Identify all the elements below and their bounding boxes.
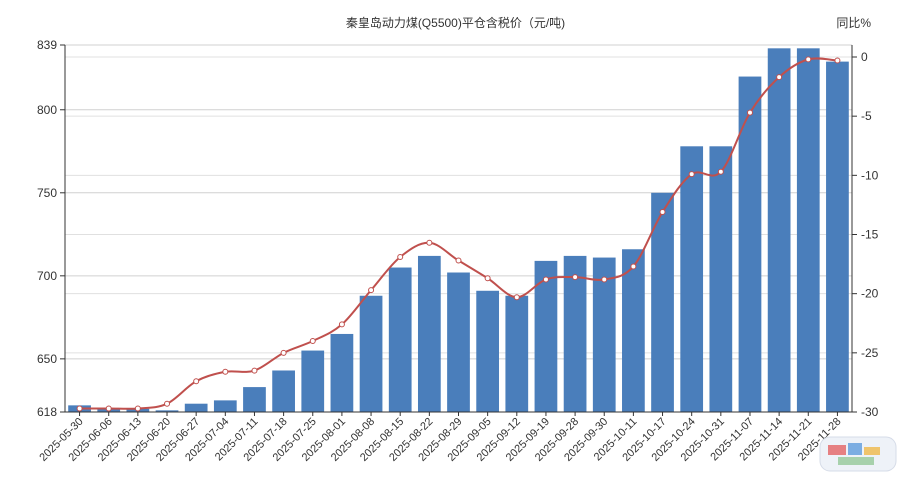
yoy-point bbox=[717, 168, 724, 175]
y-tick-label: 618 bbox=[37, 405, 57, 419]
bar bbox=[680, 146, 704, 412]
bar bbox=[563, 255, 587, 412]
y2-tick-label: -30 bbox=[861, 405, 879, 419]
bar bbox=[301, 350, 325, 412]
bar bbox=[447, 272, 470, 412]
y-tick-label: 650 bbox=[37, 352, 57, 366]
yoy-point bbox=[776, 74, 783, 81]
y-tick-label: 750 bbox=[37, 186, 57, 200]
bar bbox=[417, 255, 441, 412]
yoy-point bbox=[572, 274, 579, 281]
bar bbox=[359, 295, 383, 412]
bar bbox=[592, 257, 616, 412]
yoy-point bbox=[805, 56, 812, 63]
y2-tick-label: 0 bbox=[861, 50, 868, 64]
yoy-point bbox=[426, 239, 433, 246]
y-tick-label: 839 bbox=[37, 38, 57, 52]
yoy-point bbox=[76, 405, 83, 412]
yoy-point bbox=[280, 349, 287, 356]
bar bbox=[709, 146, 733, 412]
watermark-logo-icon bbox=[819, 436, 897, 472]
yoy-point bbox=[164, 400, 171, 407]
bar bbox=[622, 249, 645, 412]
y2-tick-label: -5 bbox=[861, 109, 872, 123]
yoy-point bbox=[834, 57, 841, 64]
y2-tick-label: -25 bbox=[861, 346, 879, 360]
yoy-point bbox=[746, 109, 753, 116]
yoy-point bbox=[193, 378, 200, 385]
yoy-point bbox=[105, 405, 112, 412]
yoy-point bbox=[338, 321, 345, 328]
yoy-point bbox=[455, 257, 462, 264]
yoy-point bbox=[484, 275, 491, 282]
y2-tick-label: -20 bbox=[861, 287, 879, 301]
yoy-point bbox=[513, 294, 520, 301]
y2-tick-label: -10 bbox=[861, 168, 879, 182]
bar bbox=[767, 48, 791, 413]
bar bbox=[476, 290, 500, 412]
yoy-point bbox=[601, 276, 608, 283]
bar bbox=[651, 192, 674, 412]
yoy-point bbox=[630, 263, 637, 270]
y2-axis-title: 同比% bbox=[836, 16, 871, 30]
bar bbox=[796, 48, 820, 413]
yoy-point bbox=[309, 338, 316, 344]
yoy-point bbox=[397, 253, 404, 260]
yoy-point bbox=[688, 171, 695, 178]
bar bbox=[272, 370, 295, 412]
bar bbox=[534, 260, 558, 412]
y-tick-label: 800 bbox=[37, 103, 57, 117]
bar bbox=[243, 387, 266, 412]
yoy-point bbox=[134, 405, 141, 412]
y2-tick-label: -15 bbox=[861, 228, 879, 242]
bar bbox=[826, 61, 849, 413]
bar bbox=[505, 295, 529, 412]
yoy-point bbox=[222, 368, 229, 375]
bar bbox=[155, 410, 179, 412]
yoy-point bbox=[542, 276, 549, 283]
bar bbox=[738, 76, 762, 412]
yoy-point bbox=[659, 209, 666, 216]
y-tick-label: 700 bbox=[37, 269, 57, 283]
bar bbox=[184, 403, 208, 412]
yoy-point bbox=[251, 367, 258, 374]
chart-title: 秦皇岛动力煤(Q5500)平仓含税价（元/吨) bbox=[345, 16, 566, 30]
bar bbox=[213, 400, 237, 412]
bar bbox=[330, 333, 354, 412]
yoy-point bbox=[368, 287, 375, 294]
bar bbox=[388, 267, 412, 412]
